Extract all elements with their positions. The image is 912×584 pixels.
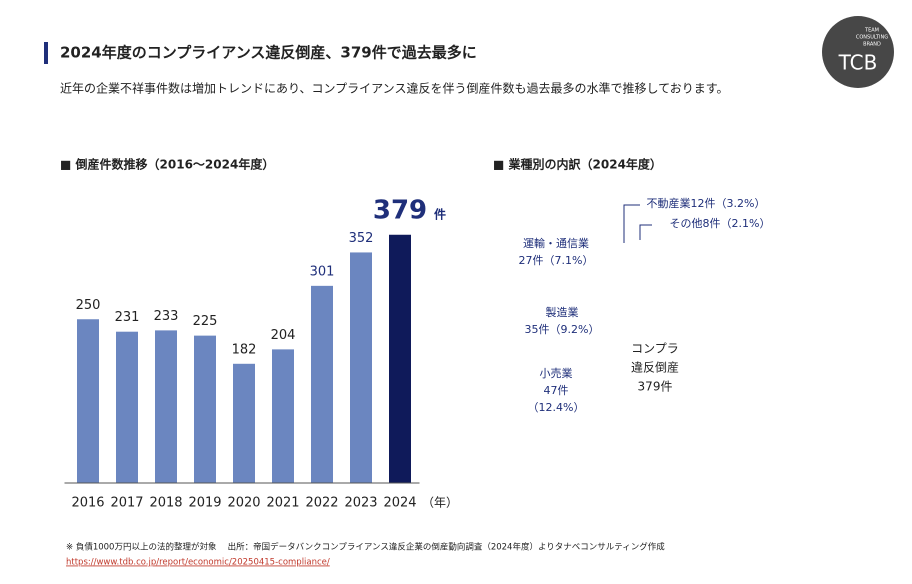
value-label: 352 [349, 231, 374, 246]
value-label: 301 [310, 264, 335, 279]
source-link[interactable]: https://www.tdb.co.jp/report/economic/20… [66, 558, 330, 568]
x-tick-label: 2023 [344, 496, 377, 511]
value-unit: 件 [434, 206, 446, 221]
footnote: ※ 負債1000万円以上の法的整理が対象 出所：帝国データバンクコンプライアンス… [66, 542, 665, 553]
x-tick-label: 2021 [266, 496, 299, 511]
breakdown-label: 運輸・通信業 [523, 236, 589, 250]
breakdown-label: 製造業 [546, 305, 579, 319]
logo-text: TEAM [864, 28, 879, 34]
breakdown-label: その他8件（2.1%） [670, 217, 771, 230]
bar [389, 234, 411, 483]
bar [77, 319, 99, 483]
value-label: 379 [373, 195, 427, 225]
breakdown-label: 47件 [544, 384, 569, 397]
breakdown-label: 不動産業12件（3.2%） [647, 196, 766, 210]
x-tick-label: 2024 [383, 496, 416, 511]
breakdown: 不動産業12件（3.2%） その他8件（2.1%） 運輸・通信業 27件（7.1%） 製… [519, 196, 771, 414]
breakdown-label: 小売業 [540, 367, 573, 380]
center-label: コンプラ [631, 342, 679, 356]
value-label: 250 [76, 298, 101, 313]
bar [272, 349, 294, 483]
bar [155, 330, 177, 483]
breakdown-label: （12.4%） [528, 401, 585, 414]
breakdown-title: ■ 業種別の内訳（2024年度） [493, 157, 662, 172]
value-label: 233 [154, 309, 179, 324]
logo-circle [822, 16, 894, 88]
value-label: 225 [193, 314, 218, 329]
center-label: 379件 [638, 380, 673, 394]
bar [233, 363, 255, 483]
bar [350, 252, 372, 483]
logo-mark: TCB [838, 51, 878, 75]
breakdown-label: 27件（7.1%） [519, 254, 594, 267]
x-tick-label: 2022 [305, 496, 338, 511]
bar [311, 285, 333, 483]
title-accent [44, 42, 48, 64]
slide-subtitle: 近年の企業不祥事件数は増加トレンドにあり、コンプライアンス違反を伴う倒産件数も過… [60, 81, 729, 96]
center-label: 違反倒産 [631, 360, 679, 375]
logo-text: CONSULTING [856, 35, 888, 41]
bar [194, 335, 216, 483]
logo-text: BRAND [863, 42, 881, 48]
bar [116, 331, 138, 483]
x-unit: （年） [422, 496, 458, 510]
x-tick-label: 2018 [149, 496, 182, 511]
value-label: 231 [115, 310, 140, 325]
value-label: 204 [271, 328, 296, 343]
chart-title: ■ 倒産件数推移（2016～2024年度） [60, 157, 274, 172]
x-tick-label: 2016 [71, 496, 104, 511]
breakdown-label: 35件（9.2%） [525, 323, 600, 336]
x-tick-label: 2017 [110, 496, 143, 511]
slide-title: 2024年度のコンプライアンス違反倒産、379件で過去最多に [60, 44, 477, 62]
x-tick-label: 2019 [188, 496, 221, 511]
x-tick-label: 2020 [227, 496, 260, 511]
leader-line [623, 204, 652, 243]
value-label: 182 [232, 342, 257, 357]
